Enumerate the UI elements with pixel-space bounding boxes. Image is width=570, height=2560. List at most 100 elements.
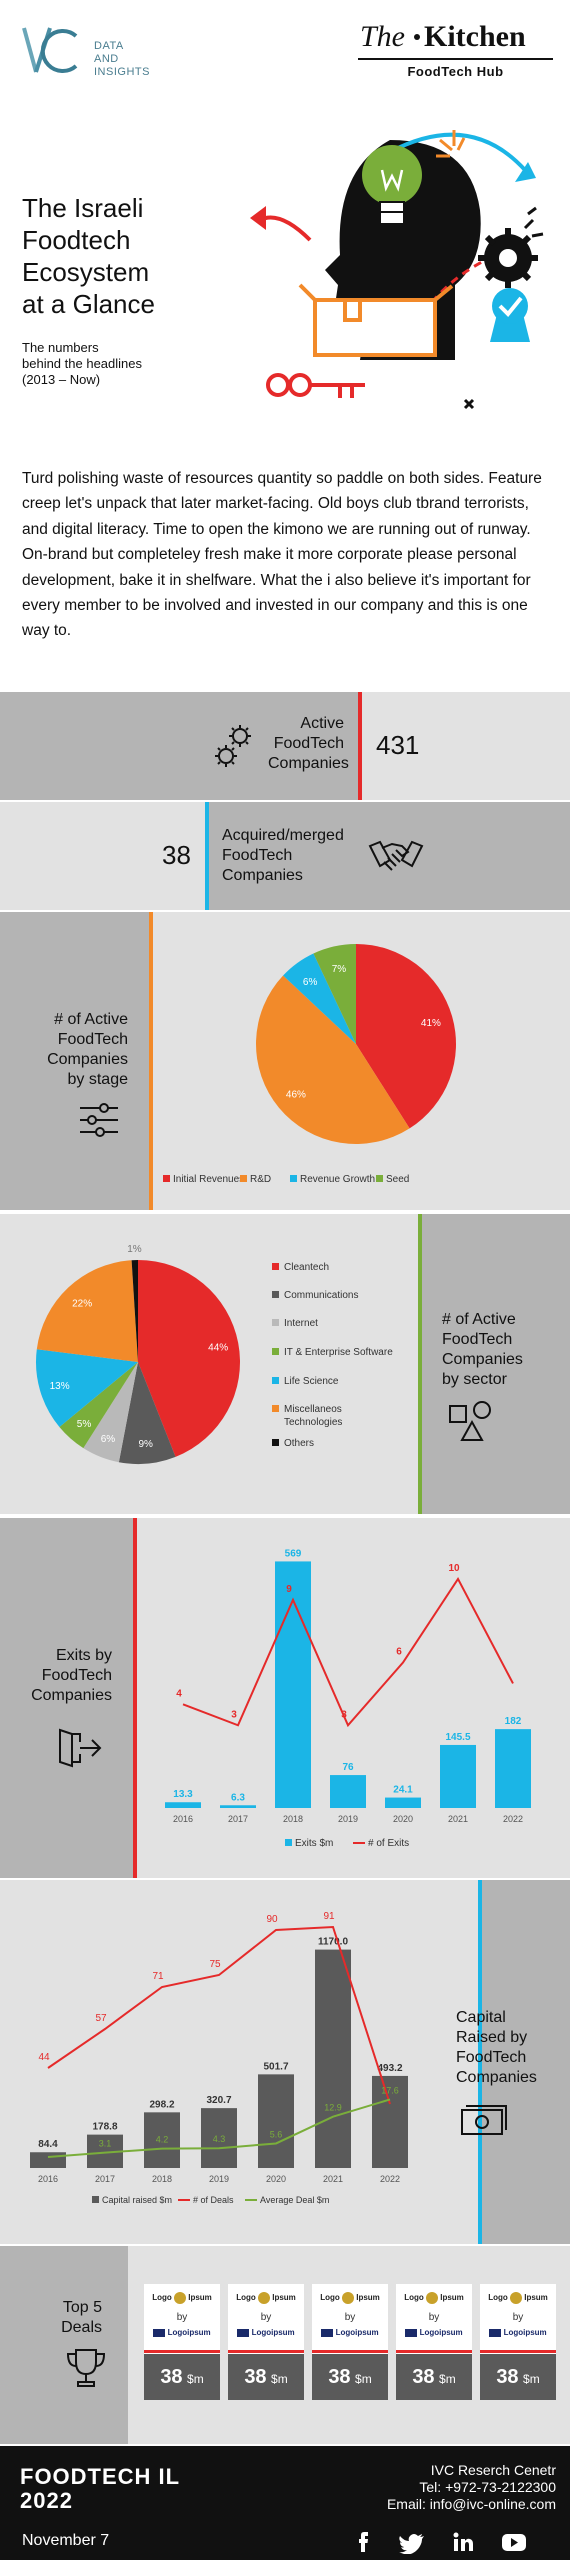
capital-combo-chart: 84.4 2016 178.8 2017 298.2 2018 320.7 2019 501.7… — [30, 1911, 408, 2205]
legend-swatch — [163, 1175, 170, 1182]
exits-label-line: Companies — [31, 1687, 112, 1704]
footer-org: IVC Reserch Cenetr — [430, 2462, 556, 2478]
deal-rule — [312, 2350, 388, 2353]
ivc-logo-text: AND — [94, 53, 119, 65]
stage-pie-chart: 41% 46% 6% 7% Initial Revenues R&D Revenue Gro… — [163, 944, 456, 1185]
ivc-logo-text: DATA — [94, 40, 124, 52]
exits-label-line: Exits by — [55, 1647, 112, 1664]
deal-logoipsum-word: Logoipsum — [419, 2328, 463, 2337]
x-tick-label: 2021 — [448, 1814, 468, 1824]
bar — [144, 2112, 180, 2168]
footer-tel[interactable]: Tel: +972-73-2122300 — [419, 2479, 556, 2495]
stage-label-line: FoodTech — [57, 1031, 128, 1048]
twitter-icon[interactable] — [399, 2534, 424, 2554]
x-tick-label: 2016 — [38, 2174, 58, 2184]
legend-label: Exits $m — [295, 1838, 333, 1849]
youtube-icon[interactable] — [502, 2534, 526, 2551]
deal-card[interactable]: Logo Ipsum by Logoipsum 38 $m — [144, 2284, 220, 2400]
acquirer-badge-icon — [321, 2328, 334, 2337]
line-value-label: 9 — [286, 1584, 292, 1595]
bar-value-label: 569 — [285, 1548, 302, 1559]
pie-slice-label: 6% — [101, 1434, 116, 1445]
exits-section: Exits by FoodTech Companies 13.3 2016 6.3 2… — [0, 1518, 570, 1878]
deal-card[interactable]: Logo Ipsum by Logoipsum 38 $m — [396, 2284, 472, 2400]
deal-acquirer-logo: Logoipsum — [316, 2328, 384, 2337]
hero-subtitle-line: behind the headlines — [22, 356, 142, 371]
line-value-label: 3 — [341, 1709, 347, 1720]
acquired-label-line: Companies — [222, 867, 303, 884]
capital-label-line: Raised by — [456, 2029, 528, 2046]
acquirer-badge-icon — [237, 2328, 250, 2337]
line-value-label: 4 — [176, 1688, 182, 1699]
acquired-label-line: Acquired/merged — [222, 827, 344, 844]
x-tick-label: 2018 — [152, 2174, 172, 2184]
active-panel-shade — [0, 692, 360, 800]
hero-title-line: The Israeli — [22, 193, 144, 223]
line-value-label: 3.1 — [99, 2139, 112, 2149]
bar — [30, 2152, 66, 2168]
linkedin-icon[interactable] — [453, 2532, 474, 2552]
deal-card[interactable]: Logo Ipsum by Logoipsum 38 $m — [228, 2284, 304, 2400]
deals-label: Top 5 Deals — [14, 2298, 102, 2338]
pie-slice-label: 1% — [127, 1244, 142, 1255]
pie-slice-label: 13% — [50, 1381, 70, 1392]
x-tick-label: 2019 — [338, 1814, 358, 1824]
line-value-label: 75 — [209, 1959, 221, 1970]
sector-label-line: by sector — [442, 1371, 507, 1388]
acquired-label-line: FoodTech — [222, 847, 293, 864]
facebook-icon[interactable] — [359, 2532, 368, 2552]
legend-swatch — [92, 2196, 99, 2203]
exits-panel-divider — [133, 1518, 137, 1878]
active-companies-panel: Active FoodTech Companies 431 — [0, 692, 570, 800]
legend-label: Revenue Growth — [300, 1174, 375, 1185]
acquirer-badge-icon — [153, 2328, 166, 2337]
social-icons — [359, 2532, 526, 2554]
pie-slice-label: 46% — [286, 1090, 306, 1101]
legend-label: IT & Enterprise Software — [284, 1347, 393, 1358]
logo-badge-icon — [341, 2292, 354, 2304]
pie-slice — [36, 1349, 139, 1428]
bar-value-label: 145.5 — [445, 1732, 470, 1743]
legend-label: Average Deal $m — [260, 2195, 329, 2205]
deal-by: by — [176, 2312, 188, 2323]
line-value-label: 4.2 — [156, 2135, 169, 2145]
pie-slice — [36, 1260, 138, 1362]
kitchen-logo: The Kitchen FoodTech Hub — [358, 20, 553, 84]
bar — [385, 1797, 421, 1808]
deal-amount: 38 — [328, 2366, 351, 2388]
acquirer-badge-icon — [405, 2328, 418, 2337]
capital-label-line: Companies — [456, 2069, 537, 2086]
line-value-label: 17.6 — [381, 2085, 399, 2095]
deals-panel-shade — [0, 2246, 128, 2444]
footer-email[interactable]: Email: info@ivc-online.com — [386, 2496, 556, 2512]
deal-amount-box: 38 $m — [312, 2354, 388, 2400]
pie-slice — [83, 1362, 138, 1463]
pie-slice-label: 9% — [138, 1439, 153, 1450]
hero-subtitle-line: (2013 – Now) — [22, 372, 101, 387]
line-value-label: 57 — [95, 2013, 107, 2024]
deals-label-line: Top 5 — [62, 2299, 102, 2316]
pie-slice-label: 5% — [77, 1419, 92, 1430]
bar-value-label: 24.1 — [393, 1785, 413, 1796]
deal-logoipsum-word: Logoipsum — [167, 2328, 211, 2337]
pie-slice-label: 7% — [332, 964, 347, 975]
x-tick-label: 2018 — [283, 1814, 303, 1824]
deal-card[interactable]: Logo Ipsum by Logoipsum 38 $m — [312, 2284, 388, 2400]
legend-swatch — [285, 1839, 292, 1846]
deal-amount-box: 38 $m — [396, 2354, 472, 2400]
bar — [440, 1744, 476, 1808]
cash-icon — [461, 2105, 507, 2135]
legend-label: Capital raised $m — [102, 2195, 172, 2205]
line-series — [47, 2098, 391, 2159]
deal-amount: 38 — [160, 2366, 183, 2388]
stage-section: # of Active FoodTech Companies by stage … — [0, 912, 570, 1210]
capital-label-line: FoodTech — [456, 2049, 527, 2066]
gears-icon — [215, 725, 251, 767]
deal-unit: $m — [355, 2372, 372, 2386]
legend-swatch — [272, 1439, 279, 1446]
acquired-companies-panel: 38 Acquired/merged FoodTech Companies — [0, 802, 570, 910]
deal-by: by — [344, 2312, 356, 2323]
line-value-label: 91 — [323, 1911, 335, 1922]
capital-panel-shade — [480, 1880, 570, 2244]
deal-card[interactable]: Logo Ipsum by Logoipsum 38 $m — [480, 2284, 556, 2400]
